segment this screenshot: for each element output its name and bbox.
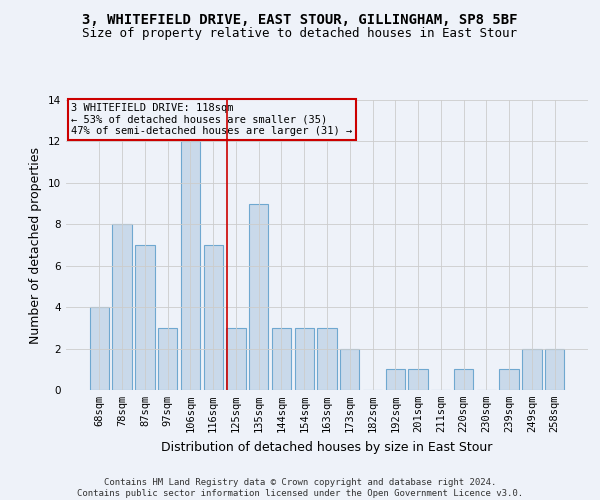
Bar: [181, 142, 200, 390]
Bar: [90, 307, 109, 390]
Bar: [135, 245, 155, 390]
Text: Size of property relative to detached houses in East Stour: Size of property relative to detached ho…: [83, 28, 517, 40]
Y-axis label: Number of detached properties: Number of detached properties: [29, 146, 43, 344]
Bar: [249, 204, 268, 390]
Text: Contains HM Land Registry data © Crown copyright and database right 2024.
Contai: Contains HM Land Registry data © Crown c…: [77, 478, 523, 498]
Bar: [226, 328, 245, 390]
Bar: [454, 370, 473, 390]
X-axis label: Distribution of detached houses by size in East Stour: Distribution of detached houses by size …: [161, 440, 493, 454]
Bar: [272, 328, 291, 390]
Bar: [545, 348, 564, 390]
Bar: [112, 224, 132, 390]
Bar: [522, 348, 542, 390]
Bar: [340, 348, 359, 390]
Bar: [386, 370, 405, 390]
Bar: [499, 370, 519, 390]
Text: 3 WHITEFIELD DRIVE: 118sqm
← 53% of detached houses are smaller (35)
47% of semi: 3 WHITEFIELD DRIVE: 118sqm ← 53% of deta…: [71, 103, 352, 136]
Bar: [158, 328, 178, 390]
Bar: [317, 328, 337, 390]
Bar: [295, 328, 314, 390]
Bar: [203, 245, 223, 390]
Text: 3, WHITEFIELD DRIVE, EAST STOUR, GILLINGHAM, SP8 5BF: 3, WHITEFIELD DRIVE, EAST STOUR, GILLING…: [82, 12, 518, 26]
Bar: [409, 370, 428, 390]
